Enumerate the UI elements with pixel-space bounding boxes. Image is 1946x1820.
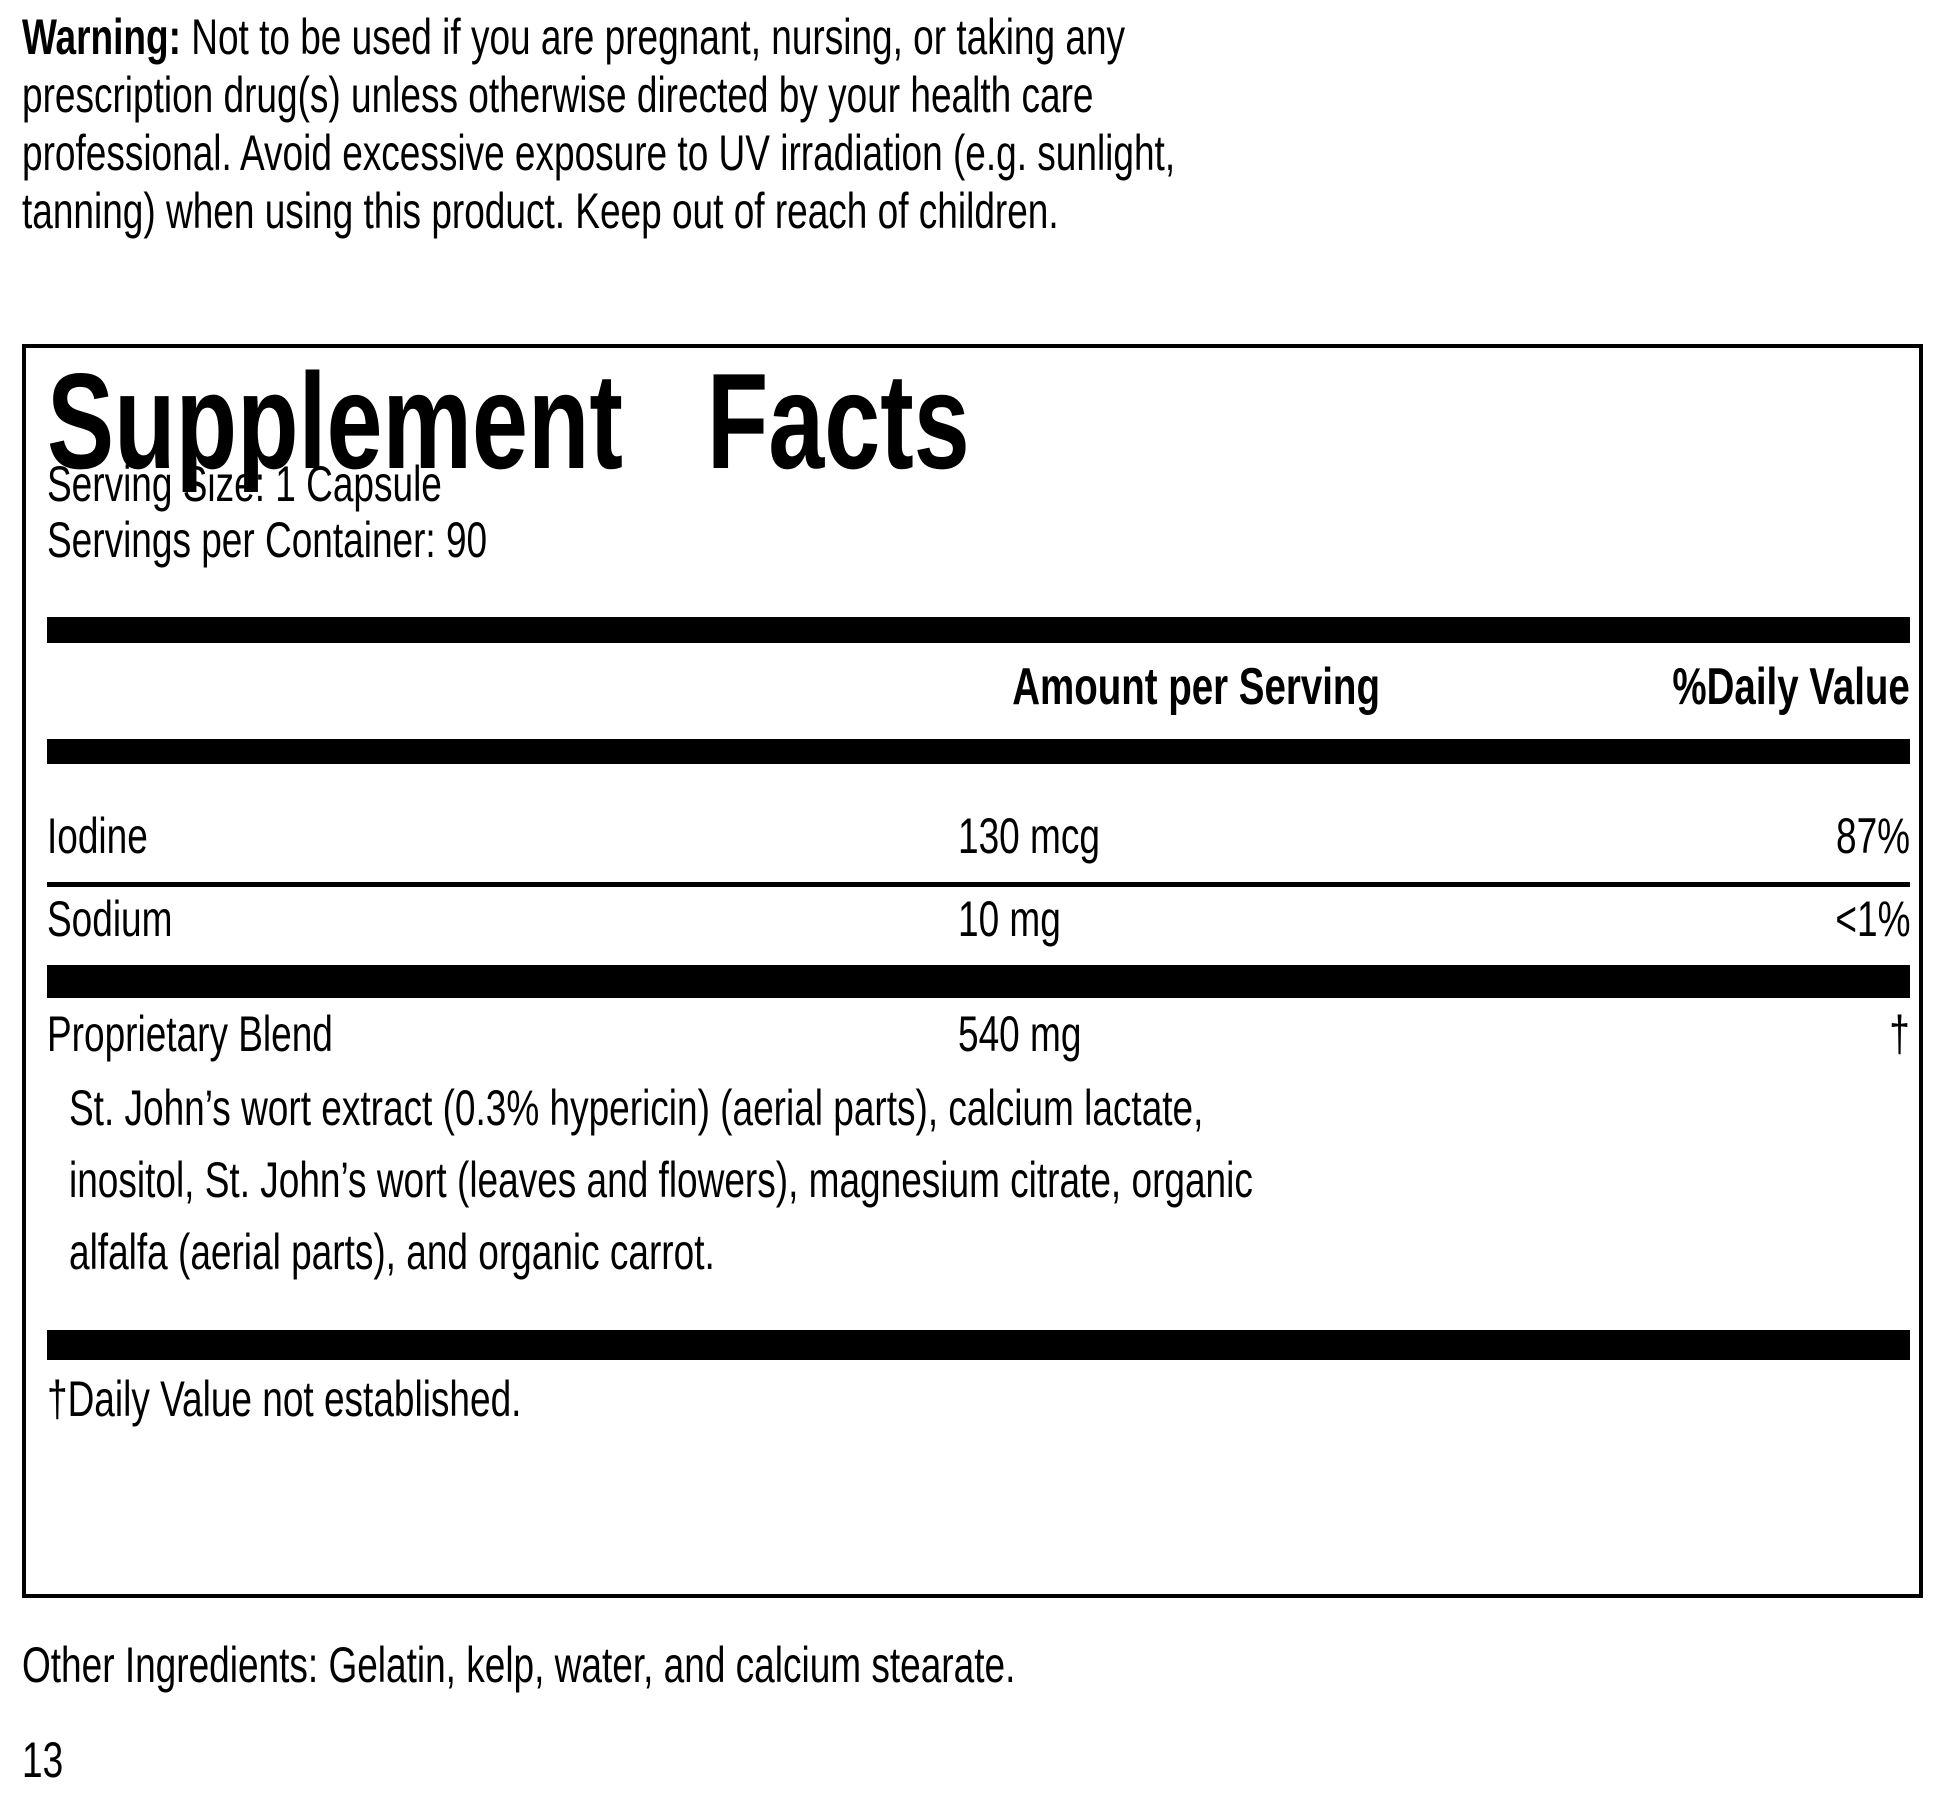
warning-text-3: professional. Avoid excessive exposure t…	[22, 125, 1176, 181]
nutrient-daily-value: †	[1882, 998, 1910, 1070]
table-row: Iodine 130 mcg 87%	[47, 800, 1910, 872]
nutrient-amount-text: 130 mcg	[958, 808, 1100, 864]
other-ingredients-text: Other Ingredients: Gelatin, kelp, water,…	[22, 1637, 1016, 1693]
nutrient-daily-value: <1%	[1809, 883, 1910, 955]
nutrient-daily-value-text: <1%	[1834, 891, 1910, 947]
serving-size-text: Serving Size: 1 Capsule	[47, 456, 442, 512]
nutrient-name-text: Proprietary Blend	[47, 1006, 333, 1062]
nutrient-daily-value: 87%	[1810, 800, 1910, 872]
other-ingredients: Other Ingredients: Gelatin, kelp, water,…	[22, 1634, 1364, 1696]
page-number-text: 13	[22, 1732, 64, 1788]
warning-text-4: tanning) when using this product. Keep o…	[22, 183, 1059, 239]
nutrient-daily-value-text: 87%	[1835, 808, 1910, 864]
warning-line-1: Warning: Not to be used if you are pregn…	[22, 8, 1922, 66]
table-row: Proprietary Blend 540 mg †	[47, 998, 1910, 1070]
rule-top-thick	[47, 617, 1910, 643]
column-header-daily-value: %Daily Value	[1589, 648, 1910, 726]
blend-ingredients-line-text: inositol, St. John’s wort (leaves and fl…	[69, 1152, 1253, 1208]
supplement-facts-inner: Supplement Facts Serving Size: 1 Capsule…	[47, 348, 1910, 1594]
supplement-facts-title: Supplement Facts	[47, 350, 1910, 492]
blend-ingredients-list: St. John’s wort extract (0.3% hypericin)…	[69, 1072, 1910, 1288]
blend-ingredients-line: inositol, St. John’s wort (leaves and fl…	[69, 1144, 1910, 1216]
page-number: 13	[22, 1730, 78, 1790]
warning-line-3: professional. Avoid excessive exposure t…	[22, 124, 1922, 182]
column-header-amount-per-serving-text: Amount per Serving	[1012, 658, 1380, 716]
nutrient-name: Iodine	[47, 800, 183, 872]
table-header-row: Amount per Serving %Daily Value	[47, 648, 1910, 726]
daily-value-footnote-text: †Daily Value not established.	[47, 1371, 522, 1427]
nutrient-name: Sodium	[47, 883, 217, 955]
rule-blend-thick	[47, 965, 1910, 998]
nutrient-daily-value-text: †	[1889, 1006, 1910, 1062]
nutrient-name-text: Iodine	[47, 808, 148, 864]
rule-row-divider-thin	[47, 882, 1910, 887]
blend-ingredients-line-text: St. John’s wort extract (0.3% hypericin)…	[69, 1080, 1204, 1136]
nutrient-amount: 130 mcg	[958, 800, 1150, 872]
column-header-amount-per-serving: Amount per Serving	[883, 648, 1380, 726]
rule-header-thick	[47, 739, 1910, 764]
servings-per-container-text: Servings per Container: 90	[47, 512, 488, 568]
daily-value-footnote: †Daily Value not established.	[47, 1368, 688, 1430]
warning-label: Warning:	[22, 9, 181, 65]
warning-text-2: prescription drug(s) unless otherwise di…	[22, 67, 1094, 123]
serving-size: Serving Size: 1 Capsule	[47, 456, 581, 512]
nutrient-name: Proprietary Blend	[47, 998, 433, 1070]
warning-line-4: tanning) when using this product. Keep o…	[22, 182, 1922, 240]
table-row: Sodium 10 mg <1%	[47, 883, 1910, 955]
column-header-daily-value-text: %Daily Value	[1672, 658, 1910, 716]
nutrient-amount: 540 mg	[958, 998, 1125, 1070]
nutrient-name-text: Sodium	[47, 891, 173, 947]
warning-text-1: Not to be used if you are pregnant, nurs…	[180, 9, 1126, 65]
rule-bottom-thick	[47, 1330, 1910, 1360]
supplement-facts-title-text: Supplement Facts	[47, 350, 970, 492]
warning-line-2: prescription drug(s) unless otherwise di…	[22, 66, 1922, 124]
nutrient-amount: 10 mg	[958, 883, 1097, 955]
nutrient-amount-text: 540 mg	[958, 1006, 1082, 1062]
blend-ingredients-line: alfalfa (aerial parts), and organic carr…	[69, 1216, 1910, 1288]
blend-ingredients-line: St. John’s wort extract (0.3% hypericin)…	[69, 1072, 1910, 1144]
supplement-facts-panel: Supplement Facts Serving Size: 1 Capsule…	[22, 344, 1923, 1598]
warning-block: Warning: Not to be used if you are pregn…	[22, 8, 1922, 240]
nutrient-amount-text: 10 mg	[958, 891, 1061, 947]
blend-ingredients-line-text: alfalfa (aerial parts), and organic carr…	[69, 1224, 715, 1280]
servings-per-container: Servings per Container: 90	[47, 512, 642, 568]
